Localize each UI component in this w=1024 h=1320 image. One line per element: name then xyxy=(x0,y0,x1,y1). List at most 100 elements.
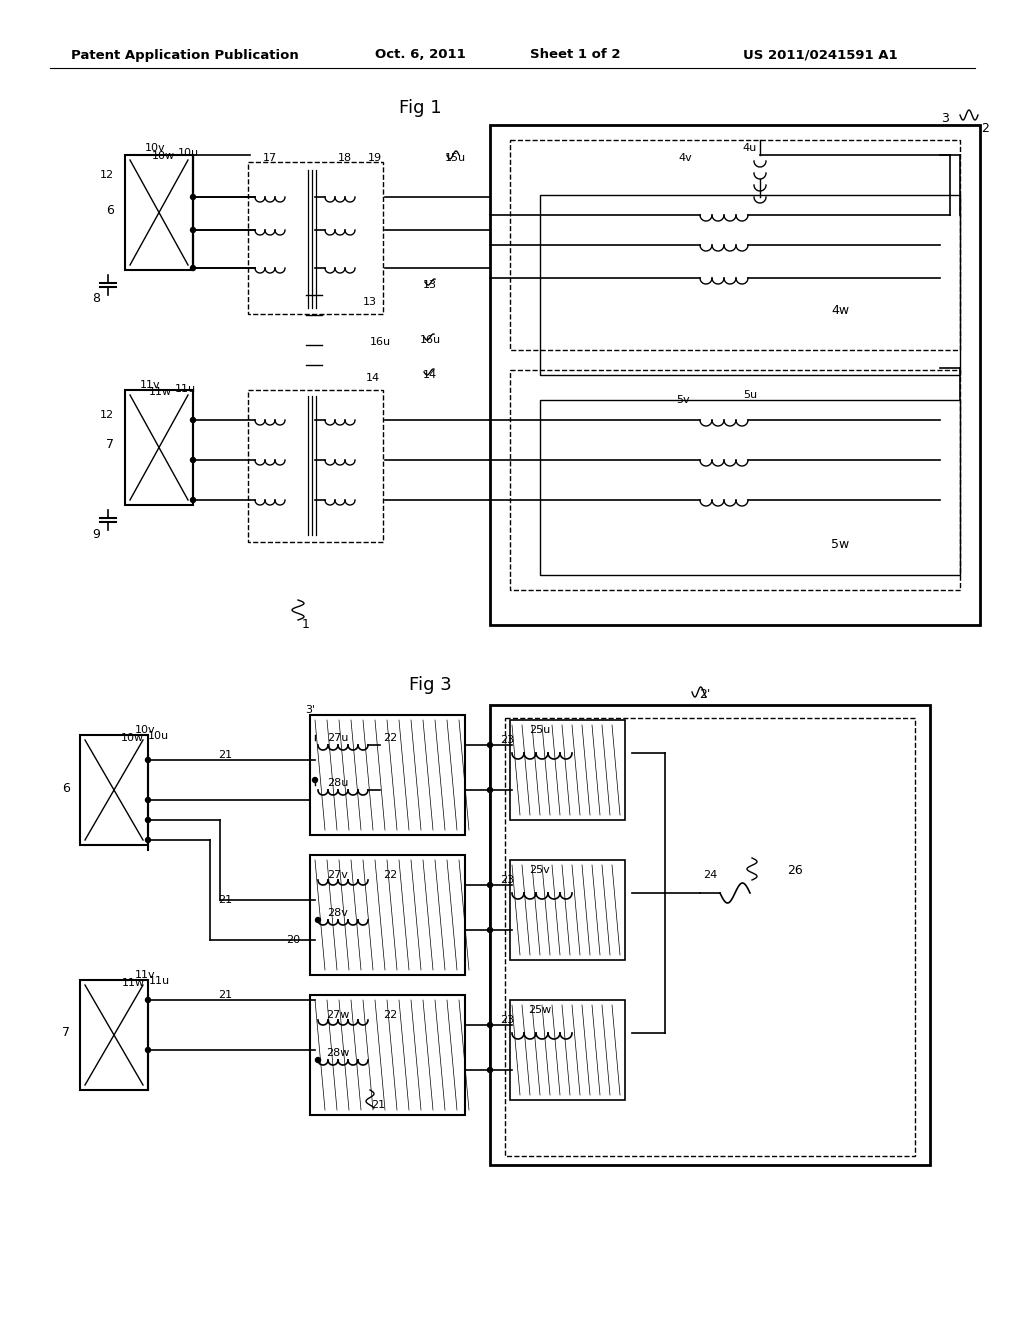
Text: 4u: 4u xyxy=(742,143,757,153)
Circle shape xyxy=(190,194,196,199)
Circle shape xyxy=(315,917,321,923)
Text: 23: 23 xyxy=(500,735,514,744)
Circle shape xyxy=(487,1068,493,1072)
Text: 2: 2 xyxy=(981,121,989,135)
Text: 13: 13 xyxy=(423,280,437,290)
Circle shape xyxy=(315,1057,321,1063)
Bar xyxy=(310,855,465,975)
Bar xyxy=(490,705,930,1166)
Text: Fig 1: Fig 1 xyxy=(398,99,441,117)
Text: 28w: 28w xyxy=(327,1048,349,1059)
Text: 7: 7 xyxy=(106,438,114,451)
Text: 14: 14 xyxy=(366,374,380,383)
Text: 5u: 5u xyxy=(743,389,757,400)
Text: 16u: 16u xyxy=(420,335,440,345)
Circle shape xyxy=(312,777,317,783)
Text: 10u: 10u xyxy=(147,731,169,741)
Text: 27w: 27w xyxy=(327,1010,349,1020)
Text: 4w: 4w xyxy=(830,304,849,317)
Text: 8: 8 xyxy=(92,292,100,305)
Circle shape xyxy=(190,227,196,232)
Circle shape xyxy=(145,1048,151,1052)
Text: 1: 1 xyxy=(302,619,310,631)
Circle shape xyxy=(487,883,493,887)
Text: 4v: 4v xyxy=(678,153,692,162)
Text: 23: 23 xyxy=(500,875,514,884)
Text: 11v: 11v xyxy=(135,970,156,979)
Circle shape xyxy=(190,458,196,462)
Text: 10u: 10u xyxy=(177,148,199,158)
Bar xyxy=(125,154,193,271)
Text: 11v: 11v xyxy=(139,380,161,389)
Text: 10w: 10w xyxy=(152,150,174,161)
Text: 10v: 10v xyxy=(144,143,165,153)
Text: 21: 21 xyxy=(218,895,232,906)
Text: 20: 20 xyxy=(286,935,300,945)
Text: 9: 9 xyxy=(92,528,100,541)
Text: 23: 23 xyxy=(500,1015,514,1026)
Circle shape xyxy=(145,837,151,842)
Text: Oct. 6, 2011: Oct. 6, 2011 xyxy=(375,49,465,62)
Text: 16u: 16u xyxy=(370,337,390,347)
Text: 21: 21 xyxy=(218,750,232,760)
Text: 11u: 11u xyxy=(174,384,196,393)
Circle shape xyxy=(487,928,493,932)
Text: 5w: 5w xyxy=(830,539,849,552)
Text: 2': 2' xyxy=(699,689,711,701)
Text: 21: 21 xyxy=(218,990,232,1001)
Text: 7: 7 xyxy=(62,1026,70,1039)
Text: 25u: 25u xyxy=(529,725,551,735)
Text: 25w: 25w xyxy=(528,1005,552,1015)
Text: 11w: 11w xyxy=(148,387,172,397)
Circle shape xyxy=(190,498,196,503)
Bar xyxy=(505,718,915,1156)
Bar xyxy=(540,400,961,576)
Text: Fig 3: Fig 3 xyxy=(409,676,452,694)
Text: 26: 26 xyxy=(787,863,803,876)
Text: 25v: 25v xyxy=(529,865,550,875)
Bar xyxy=(540,195,961,375)
Text: 22: 22 xyxy=(383,1010,397,1020)
Text: 22: 22 xyxy=(383,870,397,880)
Bar xyxy=(310,995,465,1115)
Bar xyxy=(80,735,148,845)
Circle shape xyxy=(190,265,196,271)
Circle shape xyxy=(190,417,196,422)
Circle shape xyxy=(145,998,151,1002)
Text: 27u: 27u xyxy=(328,733,349,743)
Bar xyxy=(510,719,625,820)
Text: 3: 3 xyxy=(941,111,949,124)
Circle shape xyxy=(487,788,493,792)
Text: Patent Application Publication: Patent Application Publication xyxy=(71,49,299,62)
Bar xyxy=(510,370,961,590)
Text: 19: 19 xyxy=(368,153,382,162)
Bar xyxy=(125,389,193,506)
Text: 17: 17 xyxy=(263,153,278,162)
Text: 28u: 28u xyxy=(328,777,349,788)
Bar xyxy=(310,715,465,836)
Bar xyxy=(510,861,625,960)
Text: 5v: 5v xyxy=(676,395,690,405)
Text: 18: 18 xyxy=(338,153,352,162)
Text: 11w: 11w xyxy=(122,978,144,987)
Text: 13: 13 xyxy=(362,297,377,308)
Text: 28v: 28v xyxy=(328,908,348,917)
Text: 10w: 10w xyxy=(121,733,143,743)
Text: 22: 22 xyxy=(383,733,397,743)
Bar xyxy=(490,125,980,624)
Text: 27v: 27v xyxy=(328,870,348,880)
Text: 6: 6 xyxy=(62,781,70,795)
Bar xyxy=(510,1001,625,1100)
Text: 10v: 10v xyxy=(135,725,156,735)
Text: 11u: 11u xyxy=(148,975,170,986)
Circle shape xyxy=(487,742,493,747)
Bar xyxy=(80,979,148,1090)
Text: 24: 24 xyxy=(702,870,717,880)
Circle shape xyxy=(145,817,151,822)
Circle shape xyxy=(487,1023,493,1027)
Circle shape xyxy=(145,758,151,763)
Text: 12: 12 xyxy=(100,170,114,180)
Bar xyxy=(510,140,961,350)
Text: 6: 6 xyxy=(106,203,114,216)
Text: 15u: 15u xyxy=(444,153,466,162)
